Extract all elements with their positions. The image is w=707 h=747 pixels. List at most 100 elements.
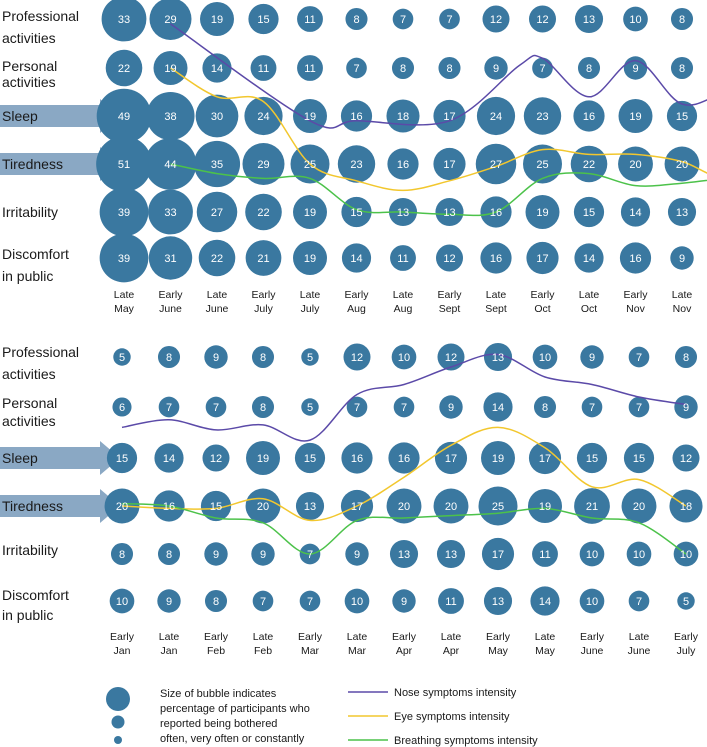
bubble-value-discomfort-in-public-late-may: 39 bbox=[118, 253, 130, 265]
bubble-irritability-late-jan bbox=[157, 542, 181, 566]
column-label-late-nov-0: Late Nov bbox=[672, 289, 693, 315]
bubble-irritability-early-june bbox=[579, 541, 605, 567]
bubble-value-sleep-late-may: 17 bbox=[539, 453, 551, 465]
bubble-value-professional-activities-early-jan: 5 bbox=[119, 352, 125, 364]
bubble-discomfort-in-public-late-june bbox=[198, 239, 236, 277]
bubble-personal-activities-early-apr bbox=[393, 396, 415, 418]
bubble-value-tiredness-early-mar: 13 bbox=[304, 501, 316, 513]
bubble-professional-activities-early-july bbox=[674, 345, 698, 369]
column-label-early-feb-1: Early Feb bbox=[204, 631, 229, 657]
bubble-personal-activities-early-jan bbox=[112, 397, 132, 417]
bubble-tiredness-early-oct bbox=[523, 144, 562, 184]
bubble-tiredness-early-mar bbox=[295, 491, 325, 521]
bubble-value-sleep-early-nov: 19 bbox=[629, 111, 641, 123]
bubble-value-irritability-late-oct: 15 bbox=[583, 207, 595, 219]
bubble-professional-activities-late-aug bbox=[392, 8, 414, 30]
bubble-professional-activities-early-nov bbox=[623, 6, 648, 32]
bubble-value-personal-activities-late-sept: 9 bbox=[493, 63, 499, 75]
bubble-value-tiredness-early-july: 18 bbox=[680, 501, 692, 513]
bubble-personal-activities-late-apr bbox=[439, 395, 463, 419]
bubble-value-tiredness-late-apr: 20 bbox=[445, 501, 457, 513]
bubble-discomfort-in-public-early-mar bbox=[299, 590, 321, 612]
bubble-professional-activities-early-mar bbox=[301, 348, 319, 366]
bubble-value-tiredness-late-sept: 27 bbox=[490, 159, 502, 171]
bubble-discomfort-in-public-late-oct bbox=[574, 243, 604, 273]
bubble-discomfort-in-public-early-aug bbox=[341, 243, 372, 273]
bubble-irritability-late-may bbox=[99, 187, 149, 237]
bubble-tiredness-early-jan bbox=[104, 488, 140, 524]
bubble-value-personal-activities-early-june: 7 bbox=[589, 402, 595, 414]
bubble-value-personal-activities-early-mar: 5 bbox=[307, 402, 313, 414]
bubble-value-irritability-late-june: 10 bbox=[633, 549, 645, 561]
bubble-value-irritability-early-june: 10 bbox=[586, 549, 598, 561]
bubble-personal-activities-late-oct bbox=[577, 56, 601, 80]
line-eye-0 bbox=[170, 67, 707, 192]
bubble-personal-activities-late-sept bbox=[484, 56, 508, 80]
bubble-irritability-early-oct bbox=[525, 195, 560, 229]
bubble-value-professional-activities-early-feb: 9 bbox=[213, 352, 219, 364]
bubble-discomfort-in-public-late-mar bbox=[344, 588, 370, 614]
bubble-value-personal-activities-late-jan: 7 bbox=[166, 402, 172, 414]
bubble-value-professional-activities-late-aug: 7 bbox=[400, 14, 406, 26]
bubble-discomfort-in-public-early-july bbox=[245, 240, 282, 276]
column-label-early-apr-1: Early Apr bbox=[392, 631, 417, 657]
bubble-value-tiredness-late-aug: 16 bbox=[397, 159, 409, 171]
bubble-value-irritability-late-jan: 8 bbox=[166, 549, 172, 561]
bubble-value-discomfort-in-public-late-apr: 11 bbox=[445, 596, 456, 608]
bubble-value-sleep-early-aug: 16 bbox=[350, 111, 362, 123]
bubble-value-personal-activities-early-nov: 9 bbox=[632, 63, 638, 75]
column-label-late-jan-1: Late Jan bbox=[159, 631, 180, 657]
bubble-discomfort-in-public-early-oct bbox=[526, 241, 559, 275]
column-label-early-aug-0: Early Aug bbox=[345, 289, 370, 315]
column-label-late-oct-0: Late Oct bbox=[579, 289, 600, 315]
bubble-discomfort-in-public-late-june bbox=[628, 590, 650, 612]
bubble-sleep-late-june bbox=[195, 94, 239, 138]
bubble-personal-activities-late-mar bbox=[346, 396, 368, 418]
bubble-discomfort-in-public-early-apr bbox=[392, 589, 416, 613]
bubble-irritability-early-nov bbox=[620, 197, 651, 227]
column-label-early-june-1: Early June bbox=[580, 631, 605, 657]
bubble-value-discomfort-in-public-early-july: 21 bbox=[257, 253, 269, 265]
bubble-irritability-late-june bbox=[196, 191, 238, 233]
bubble-value-personal-activities-early-feb: 7 bbox=[213, 402, 219, 414]
column-label-late-feb-1: Late Feb bbox=[253, 631, 274, 657]
column-label-late-july-0: Late July bbox=[300, 289, 321, 315]
bubble-value-personal-activities-late-july: 11 bbox=[304, 63, 315, 75]
bubble-personal-activities-late-june bbox=[202, 53, 232, 83]
bubble-sleep-late-sept bbox=[476, 96, 516, 136]
bubble-value-discomfort-in-public-early-apr: 9 bbox=[401, 596, 407, 608]
bubble-value-tiredness-early-oct: 25 bbox=[536, 159, 548, 171]
column-label-early-oct-0: Early Oct bbox=[531, 289, 556, 315]
bubble-value-irritability-early-aug: 15 bbox=[350, 207, 362, 219]
bubble-value-sleep-early-feb: 12 bbox=[210, 453, 222, 465]
bubble-irritability-early-may bbox=[481, 537, 515, 571]
bubble-sleep-early-june bbox=[146, 91, 195, 141]
bubble-value-irritability-early-apr: 13 bbox=[398, 549, 410, 561]
row-label-discomfort-in-public-1: Discomfort in public bbox=[2, 587, 69, 623]
bubble-sleep-early-mar bbox=[294, 442, 326, 474]
bubble-value-irritability-late-apr: 13 bbox=[445, 549, 457, 561]
bubble-professional-activities-early-jan bbox=[113, 348, 131, 366]
bubble-value-discomfort-in-public-early-nov: 16 bbox=[629, 253, 641, 265]
bubble-value-personal-activities-early-jan: 6 bbox=[119, 402, 125, 414]
row-label-personal-activities-0: Personal activities bbox=[2, 58, 57, 90]
row-label-personal-activities-1: Personal activities bbox=[2, 395, 57, 429]
bubble-value-personal-activities-late-mar: 7 bbox=[354, 402, 360, 414]
bubble-value-discomfort-in-public-early-mar: 7 bbox=[307, 596, 313, 608]
bubble-professional-activities-early-june bbox=[149, 0, 192, 40]
bubble-professional-activities-late-june bbox=[200, 2, 234, 36]
bubble-personal-activities-late-june bbox=[628, 396, 650, 418]
column-label-late-june-1: Late June bbox=[628, 631, 651, 657]
bubble-value-discomfort-in-public-late-nov: 9 bbox=[679, 253, 685, 265]
bubble-value-personal-activities-early-july: 9 bbox=[683, 402, 689, 414]
bubble-value-sleep-early-apr: 16 bbox=[398, 453, 410, 465]
column-label-early-july-1: Early July bbox=[674, 631, 699, 657]
bubble-sleep-early-aug bbox=[340, 100, 373, 132]
column-label-early-july-0: Early July bbox=[252, 289, 277, 315]
bubble-irritability-late-july bbox=[293, 195, 327, 229]
row-label-sleep-0: Sleep bbox=[2, 108, 38, 124]
bubble-value-tiredness-late-june: 20 bbox=[633, 501, 645, 513]
bubble-value-irritability-early-jan: 8 bbox=[119, 549, 125, 561]
bubble-sleep-late-jan bbox=[154, 443, 184, 473]
